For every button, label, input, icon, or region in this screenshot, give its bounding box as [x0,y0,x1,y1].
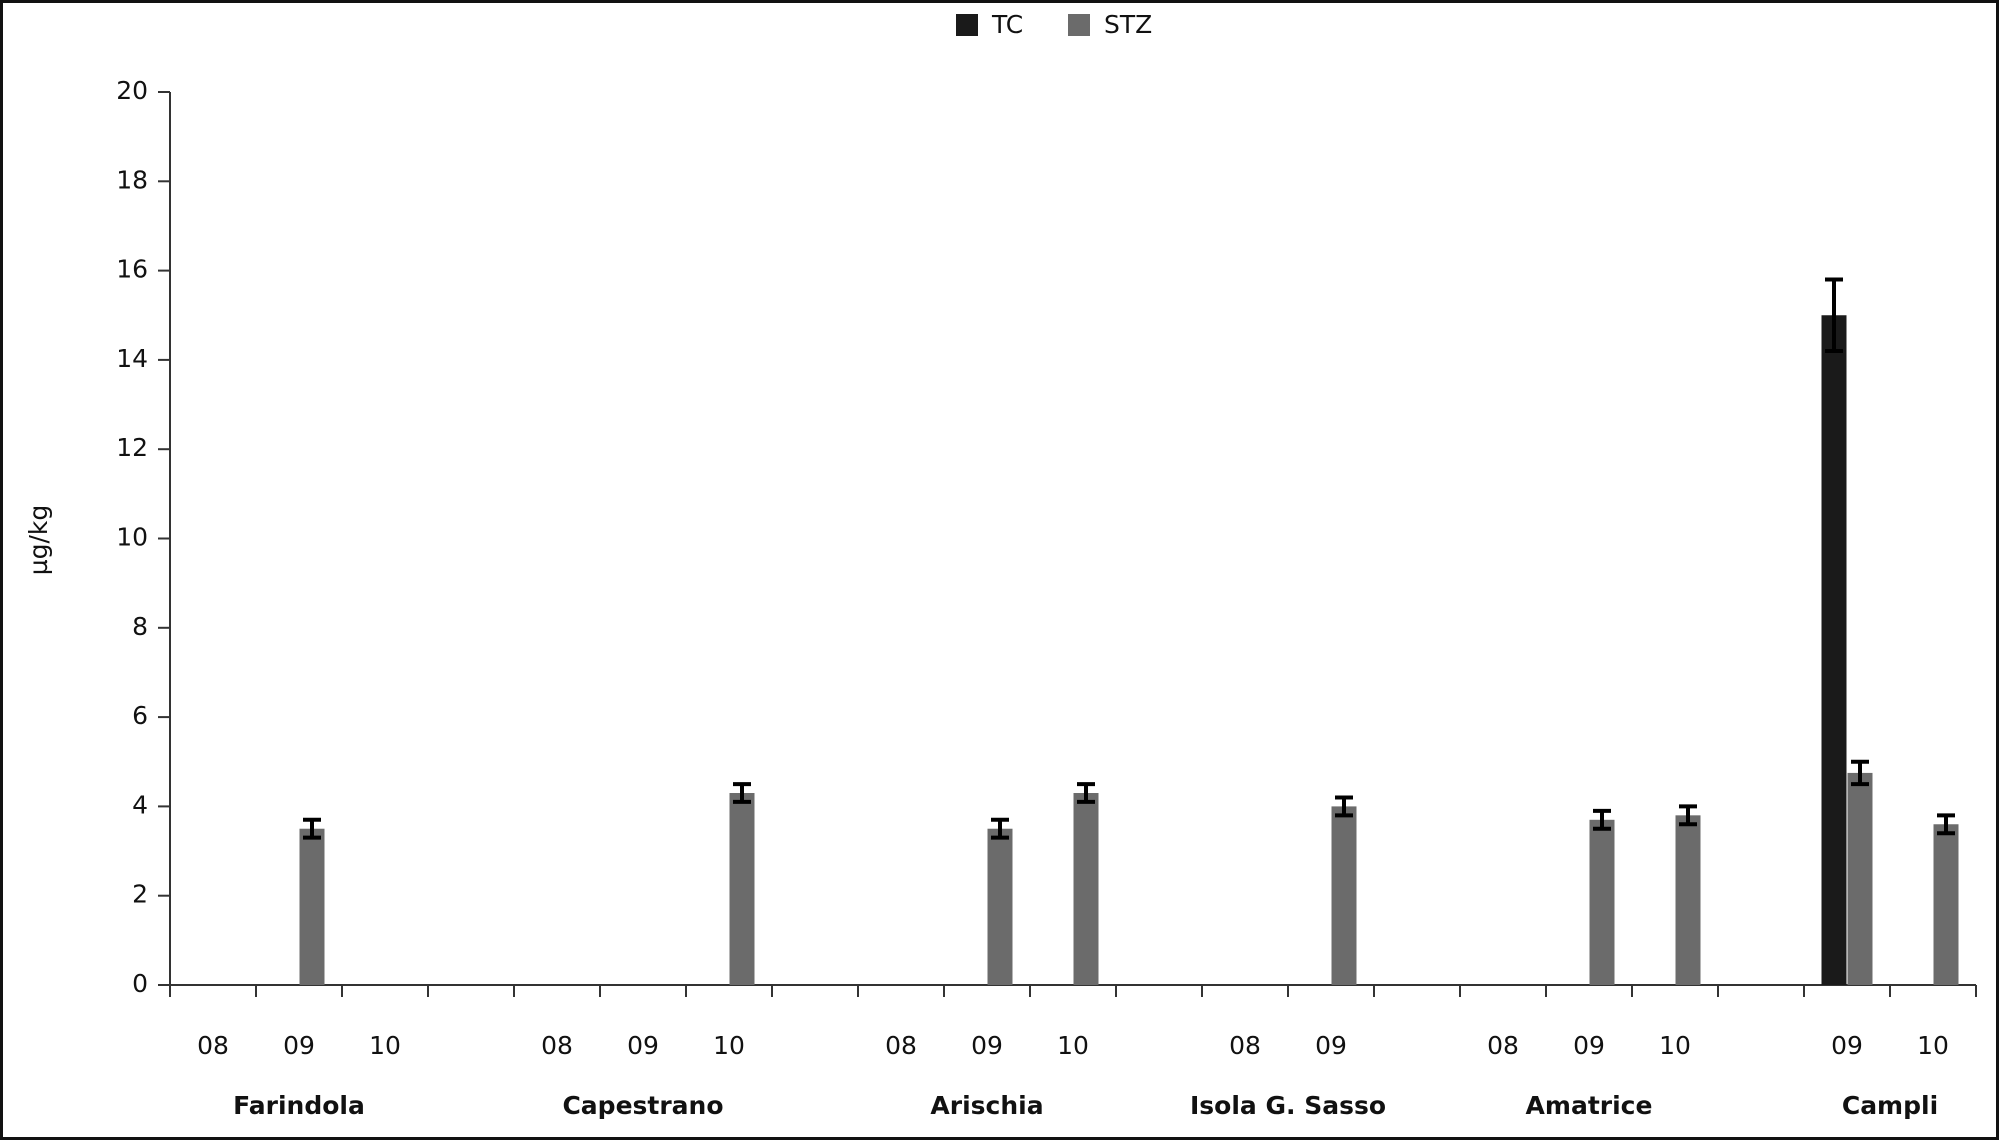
legend-swatch [956,14,978,36]
x-tick-label: 08 [885,1031,917,1060]
y-tick-label: 20 [116,76,148,105]
bar [1331,806,1357,985]
legend-swatch [1068,14,1090,36]
x-tick-label: 10 [369,1031,401,1060]
y-tick-label: 8 [132,612,148,641]
y-tick-label: 4 [132,790,148,819]
group-label: Campli [1842,1091,1938,1120]
bar [1675,815,1701,985]
group-label: Farindola [233,1091,365,1120]
bar [299,828,325,985]
group-label: Isola G. Sasso [1190,1091,1386,1120]
x-tick-label: 10 [1659,1031,1691,1060]
group-label: Capestrano [562,1091,723,1120]
y-tick-label: 10 [116,523,148,552]
y-tick-label: 12 [116,433,148,462]
error-bar [1593,808,1611,831]
error-bar [303,817,321,840]
error-bar [733,782,751,804]
bar [729,793,755,985]
y-tick-label: 2 [132,880,148,909]
y-tick-label: 16 [116,255,148,284]
bar [1073,793,1099,985]
bar [1821,315,1847,985]
y-tick-label: 18 [116,165,148,194]
y-tick-label: 0 [132,969,148,998]
y-tick-label: 14 [116,344,148,373]
error-bar [1937,813,1955,836]
error-bar [1679,804,1697,827]
error-bar [1825,277,1843,353]
y-axis-label: µg/kg [24,505,53,576]
bar [1933,824,1959,985]
error-bar [1077,782,1095,804]
x-tick-label: 10 [1917,1031,1949,1060]
error-bar [1851,759,1869,787]
x-tick-label: 08 [197,1031,229,1060]
y-tick-label: 6 [132,701,148,730]
x-tick-label: 09 [283,1031,315,1060]
bar [1589,819,1615,985]
x-tick-label: 08 [1487,1031,1519,1060]
error-bar [1335,795,1353,818]
x-tick-label: 09 [627,1031,659,1060]
group-label: Arischia [930,1091,1043,1120]
bar [987,828,1013,985]
error-bar [991,817,1009,840]
legend-label: STZ [1104,10,1152,39]
x-tick-label: 08 [1229,1031,1261,1060]
x-tick-label: 09 [1315,1031,1347,1060]
x-tick-label: 09 [971,1031,1003,1060]
legend-label: TC [991,10,1023,39]
x-tick-label: 09 [1831,1031,1863,1060]
x-tick-label: 09 [1573,1031,1605,1060]
x-tick-label: 08 [541,1031,573,1060]
group-label: Amatrice [1526,1091,1653,1120]
x-tick-label: 10 [713,1031,745,1060]
bar [1847,772,1873,985]
x-tick-label: 10 [1057,1031,1089,1060]
